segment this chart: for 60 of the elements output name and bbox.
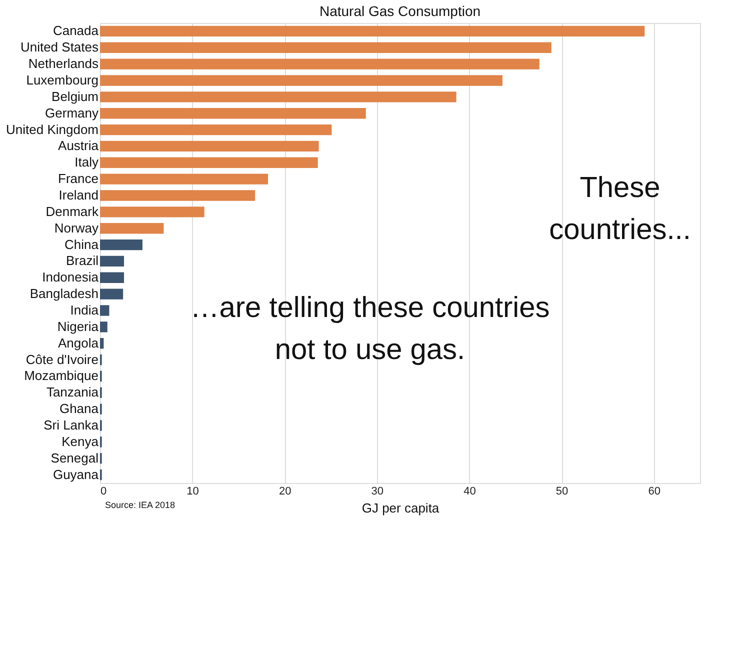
y-tick-label: Italy <box>74 154 99 170</box>
y-tick-label: India <box>70 302 100 318</box>
bar <box>100 223 164 234</box>
y-tick-label: Norway <box>54 220 99 236</box>
y-tick-label: Côte d'Ivoire <box>26 352 98 367</box>
x-axis-title: GJ per capita <box>362 500 440 516</box>
x-tick-label: 40 <box>464 486 476 498</box>
annotation: These countries... <box>549 172 691 246</box>
y-tick-label: Ghana <box>59 401 100 416</box>
x-tick-label: 60 <box>648 486 660 498</box>
bar <box>100 92 456 102</box>
y-tick-label: France <box>58 171 98 186</box>
bar <box>100 124 332 136</box>
bar <box>100 206 204 218</box>
bar <box>100 26 645 37</box>
annotation: …are telling these countries not to use gas. <box>190 292 550 366</box>
y-tick-label: Mozambique <box>24 368 98 384</box>
y-tick-label: Kenya <box>62 434 100 449</box>
y-tick-label: Germany <box>45 105 99 120</box>
bar <box>100 58 540 70</box>
bar <box>100 322 108 332</box>
x-tick-label: 10 <box>186 486 199 498</box>
bar <box>100 157 318 168</box>
y-tick-label: Indonesia <box>42 270 100 285</box>
bar <box>100 108 366 119</box>
y-tick-label: Brazil <box>66 253 99 268</box>
bar <box>100 42 552 53</box>
y-tick-label: China <box>64 236 100 252</box>
chart-title: Natural Gas Consumption <box>319 3 481 19</box>
bar <box>100 338 104 349</box>
bar <box>100 174 268 184</box>
bar <box>100 190 256 201</box>
y-tick-label: Senegal <box>50 450 99 466</box>
x-tick-label: 20 <box>278 486 292 498</box>
y-tick-label: Luxembourg <box>26 72 98 88</box>
y-tick-label: Belgium <box>52 88 98 104</box>
y-tick-label: Guyana <box>52 466 100 482</box>
y-tick-label: Tanzania <box>46 384 100 400</box>
y-tick-label: Bangladesh <box>30 286 98 302</box>
bar <box>100 75 502 86</box>
bar <box>100 288 124 300</box>
y-tick-label: Sri Lanka <box>44 418 100 432</box>
y-tick-label: Nigeria <box>57 318 100 334</box>
bar <box>100 239 142 250</box>
x-tick-label: 50 <box>556 486 568 498</box>
x-tick-label: 30 <box>371 486 384 498</box>
bar <box>100 272 124 283</box>
y-tick-label: Netherlands <box>28 56 99 72</box>
y-tick-label: Canada <box>52 23 100 38</box>
y-tick-label: Denmark <box>46 204 99 219</box>
y-tick-label: Ireland <box>58 188 98 202</box>
x-tick-label: 0 <box>100 486 107 498</box>
bar <box>100 140 319 152</box>
y-tick-label: United Kingdom <box>6 122 98 137</box>
source-note: Source: IEA 2018 <box>104 500 176 510</box>
y-tick-label: United States <box>20 40 99 55</box>
bar <box>100 256 124 267</box>
y-tick-label: Austria <box>58 138 100 154</box>
bar <box>100 305 110 316</box>
y-tick-label: Angola <box>58 335 100 350</box>
